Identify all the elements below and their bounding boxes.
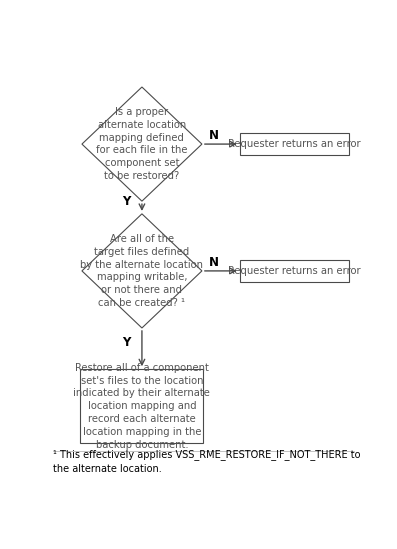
Polygon shape bbox=[82, 87, 202, 201]
Text: Is a proper
alternate location
mapping defined
for each file in the
component se: Is a proper alternate location mapping d… bbox=[96, 107, 188, 181]
Text: Restore all of a component
set's files to the location
indicated by their altern: Restore all of a component set's files t… bbox=[73, 363, 210, 450]
Bar bbox=[240, 260, 349, 282]
Text: Y: Y bbox=[122, 195, 131, 208]
Text: N: N bbox=[209, 129, 219, 142]
Text: N: N bbox=[209, 256, 219, 269]
Text: ¹ This effectively applies VSS_RME_RESTORE_IF_NOT_THERE to
the alternate locatio: ¹ This effectively applies VSS_RME_RESTO… bbox=[53, 449, 360, 474]
Text: Are all of the
target files defined
by the alternate location
mapping writable,
: Are all of the target files defined by t… bbox=[81, 234, 203, 308]
Text: Requester returns an error: Requester returns an error bbox=[228, 266, 360, 276]
Text: Y: Y bbox=[122, 336, 131, 349]
Polygon shape bbox=[82, 214, 202, 328]
Text: Requester returns an error: Requester returns an error bbox=[228, 139, 360, 149]
Bar bbox=[80, 369, 203, 443]
Bar bbox=[240, 133, 349, 155]
